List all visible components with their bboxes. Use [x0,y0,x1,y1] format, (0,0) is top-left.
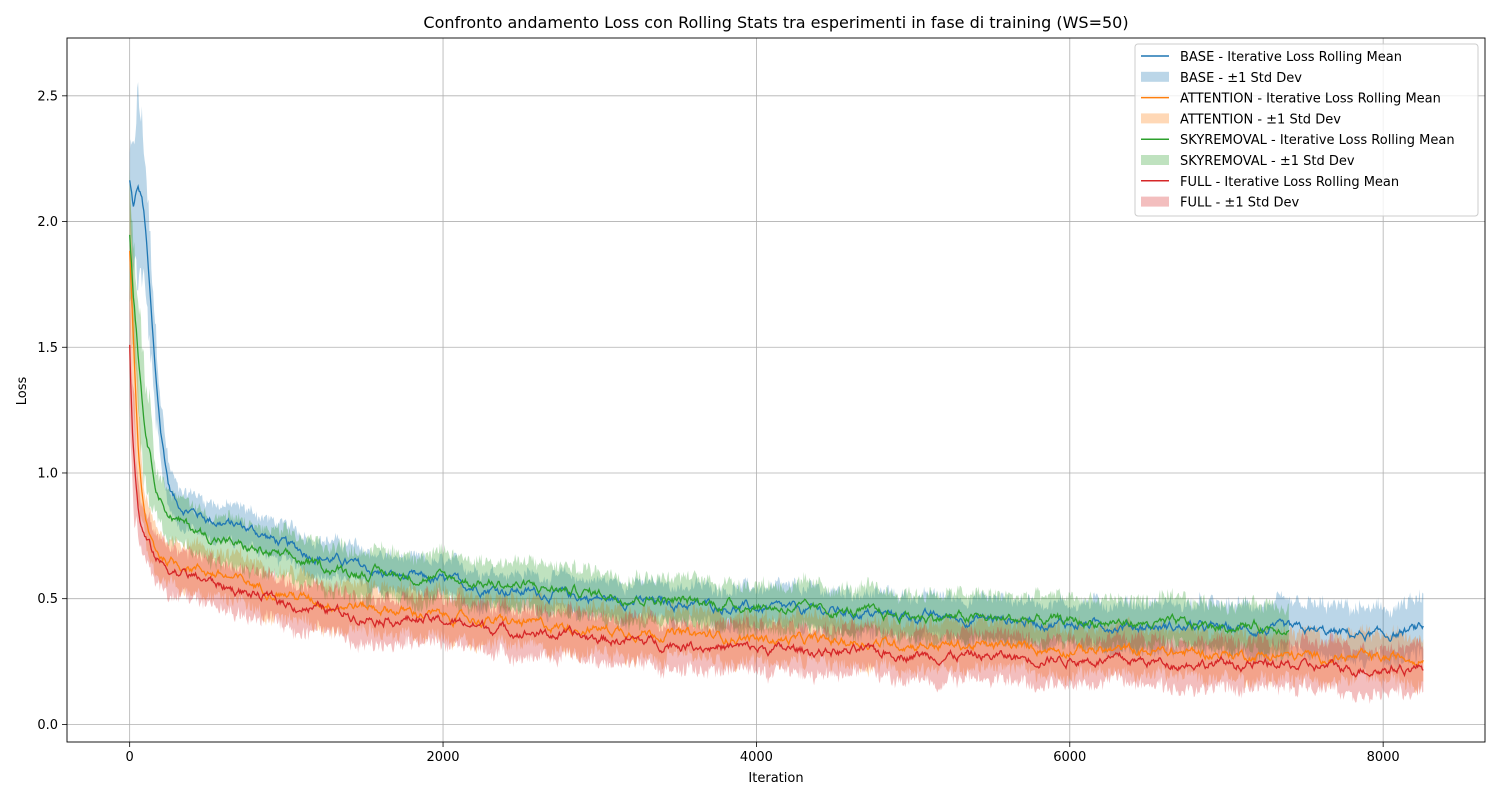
axes-frame [66,37,1486,743]
y-tick-label: 2.0 [37,215,58,230]
mean-line-skyremoval [129,234,1290,636]
y-axis-label: Loss [15,377,30,406]
legend-box [1134,43,1479,217]
std-band-base [129,82,1424,673]
y-tick-label: 2.5 [37,89,58,104]
std-band-full [129,285,1424,704]
legend: BASE - Iterative Loss Rolling Mean BASE -… [1134,43,1479,217]
y-tick-label: 1.5 [37,341,58,356]
x-tick-label: 8000 [1367,750,1400,765]
y-tick-label: 1.0 [37,466,58,481]
legend-label-full: FULL - Iterative Loss Rolling Mean [1180,175,1399,190]
x-axis-label: Iteration [748,771,803,786]
std-band-skyremoval [129,167,1289,663]
legend-band-full [1141,196,1169,207]
legend-label-skyremoval: SKYREMOVAL - Iterative Loss Rolling Mean [1180,133,1455,148]
legend-band-label-attention: ATTENTION - ±1 Std Dev [1180,112,1341,127]
x-tick-label: 0 [126,750,134,765]
mean-line-attention [129,250,1424,669]
chart-title: Confronto andamento Loss con Rolling Sta… [423,13,1128,32]
legend-band-base [1141,71,1169,82]
legend-label-attention: ATTENTION - Iterative Loss Rolling Mean [1180,92,1441,107]
legend-band-label-skyremoval: SKYREMOVAL - ±1 Std Dev [1180,154,1355,169]
legend-band-attention [1141,113,1169,124]
x-tick-label: 6000 [1053,750,1086,765]
y-tick-label: 0.5 [37,592,58,607]
x-tick-label: 2000 [426,750,459,765]
legend-band-label-full: FULL - ±1 Std Dev [1180,196,1299,211]
mean-line-full [129,344,1424,678]
legend-label-base: BASE - Iterative Loss Rolling Mean [1180,50,1402,65]
x-tick-label: 4000 [740,750,773,765]
legend-band-skyremoval [1141,155,1169,165]
legend-band-label-base: BASE - ±1 Std Dev [1180,71,1302,86]
y-tick-label: 0.0 [37,718,58,733]
std-band-attention [129,187,1424,696]
